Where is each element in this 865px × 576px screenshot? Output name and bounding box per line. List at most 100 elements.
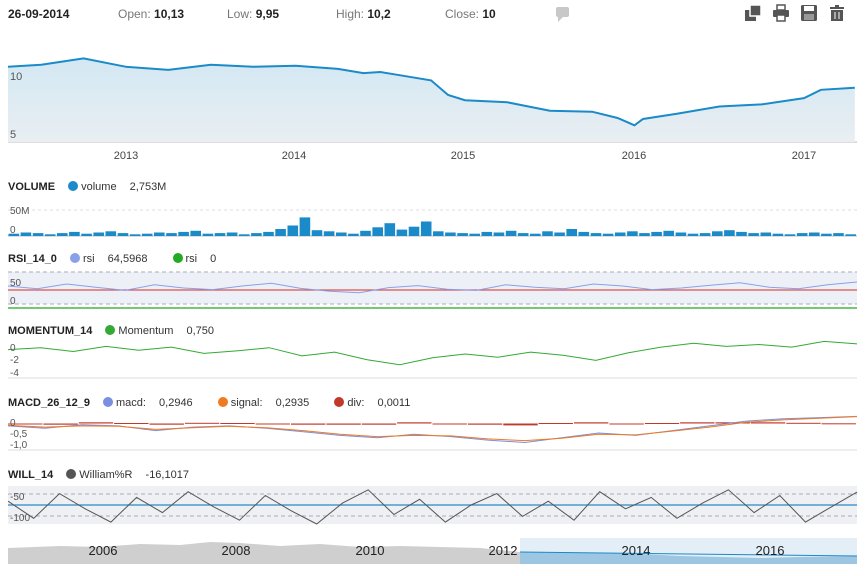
high-readout: High: 10,2	[336, 7, 391, 21]
signal-value: 0,2935	[275, 397, 310, 409]
macd-div-bar	[503, 423, 538, 426]
will-dot-icon	[66, 469, 77, 479]
rsi-series-label: rsi	[83, 253, 95, 265]
volume-bar	[117, 233, 129, 236]
macd-div-bar	[821, 423, 856, 425]
navigator[interactable]: 2006 2008 2010 2012 2014 2016	[0, 538, 865, 564]
volume-panel[interactable]: 50M 0	[0, 198, 865, 242]
rsi2-value: 0	[210, 253, 217, 265]
macd-div-bar	[78, 422, 114, 424]
layers-icon[interactable]	[744, 4, 762, 22]
volume-bar	[214, 233, 226, 236]
macd-y-tick: -0,5	[10, 429, 28, 440]
macd-legend: MACD_26_12_9 macd: 0,2946 signal: 0,2935…	[8, 397, 432, 409]
momentum-y-tick: -4	[10, 368, 19, 379]
volume-bar	[299, 217, 311, 236]
macd-panel[interactable]: 0 -0,5 -1,0	[0, 412, 865, 454]
volume-bar	[614, 232, 626, 236]
volume-bar	[372, 227, 383, 236]
volume-bar	[736, 231, 747, 236]
momentum-panel[interactable]: 0 -2 -4	[0, 340, 865, 382]
macd-div-bar	[538, 423, 573, 424]
navigator-x-tick: 2010	[356, 543, 385, 558]
volume-bar	[639, 233, 650, 236]
rsi-line	[7, 281, 858, 294]
volume-bar	[712, 231, 723, 236]
volume-bar	[578, 231, 590, 236]
volume-bar	[141, 233, 153, 236]
volume-bar	[457, 233, 468, 236]
momentum-legend: MOMENTUM_14 Momentum 0,750	[8, 325, 236, 337]
volume-bar	[796, 233, 808, 236]
high-label: High:	[336, 7, 365, 21]
volume-bar	[287, 225, 299, 236]
rsi-value: 64,5968	[107, 253, 148, 265]
volume-bar	[809, 232, 820, 236]
rsi-panel[interactable]: 50 0	[0, 268, 865, 312]
print-icon[interactable]	[772, 4, 790, 22]
navigator-history-area	[8, 542, 520, 564]
momentum-y-tick: 0	[10, 343, 16, 354]
volume-bar	[396, 229, 408, 236]
volume-bar	[348, 233, 359, 236]
rsi-y-tick: 50	[10, 278, 22, 289]
volume-bar	[760, 232, 772, 236]
volume-bar	[675, 232, 687, 236]
open-label: Open:	[118, 7, 151, 21]
volume-bar	[154, 232, 165, 236]
volume-bar	[784, 234, 796, 236]
volume-bar	[663, 230, 674, 236]
volume-dot-icon	[68, 181, 79, 191]
macd-div-bar	[114, 423, 149, 424]
macd-div-bar	[432, 423, 467, 425]
macd-div-bar	[361, 423, 397, 425]
momentum-line	[7, 340, 858, 366]
volume-bar	[566, 229, 577, 236]
macd-div-bar	[644, 423, 680, 424]
macd-line	[7, 415, 858, 444]
william-panel[interactable]: -50 -100	[0, 484, 865, 528]
volume-bar	[360, 230, 371, 236]
william-line	[7, 489, 858, 525]
volume-bar	[166, 233, 177, 236]
close-label: Close:	[445, 7, 480, 21]
macd-div-bar	[574, 422, 609, 424]
momentum-value: 0,750	[186, 325, 215, 337]
macd-div-bar	[680, 422, 715, 424]
macd-div-bar	[467, 423, 503, 425]
volume-title: VOLUME	[8, 181, 56, 193]
volume-bar	[275, 229, 286, 236]
volume-bar	[20, 232, 32, 236]
will-series-label: William%R	[79, 469, 133, 481]
volume-bar	[105, 231, 117, 236]
current-date: 26-09-2014	[8, 7, 70, 21]
macd-div-bar	[326, 423, 361, 425]
volume-y-tick: 0	[10, 225, 16, 236]
macd-div-bar	[43, 423, 78, 425]
macd-div-bar	[220, 423, 255, 424]
signal-series-label: signal:	[230, 397, 263, 409]
navigator-selected-area	[520, 552, 857, 564]
trash-icon[interactable]	[828, 4, 846, 22]
volume-bar	[202, 233, 214, 236]
price-x-tick: 2016	[622, 150, 646, 162]
volume-bar	[32, 233, 44, 236]
volume-bar	[263, 231, 274, 236]
macd-div-bar	[397, 422, 432, 424]
volume-bar	[493, 232, 505, 236]
volume-value: 2,753M	[129, 181, 167, 193]
macd-div-bar	[609, 423, 644, 425]
rsi-dot-icon	[70, 253, 80, 263]
macd-div-bar	[255, 423, 290, 425]
comment-icon[interactable]	[556, 7, 569, 22]
macd-series-label: macd:	[116, 397, 146, 409]
save-icon[interactable]	[800, 4, 818, 22]
volume-bar	[323, 231, 335, 236]
volume-bar	[336, 232, 347, 236]
macd-div-bar	[8, 423, 43, 425]
volume-bar	[226, 232, 238, 236]
navigator-x-tick: 2016	[756, 543, 785, 558]
price-chart[interactable]: 10 5 2013 2014 2015 2016 2017	[0, 28, 865, 168]
macd-title: MACD_26_12_9	[8, 397, 90, 409]
